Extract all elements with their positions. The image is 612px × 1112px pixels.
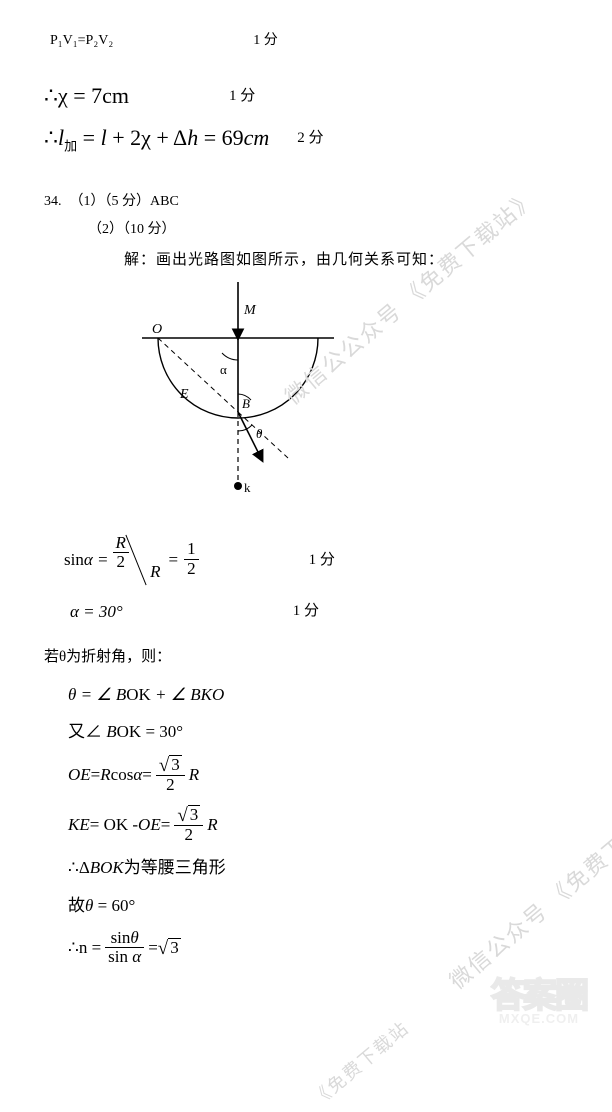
equation-pv-pts: 1 分 xyxy=(253,30,278,52)
condition-text: 若θ为折射角，则： xyxy=(44,645,568,669)
equation-sinalpha: sinα = R2 R = 12 1 分 xyxy=(64,532,568,588)
equation-chi-pts: 1 分 xyxy=(229,84,255,108)
label-B: B xyxy=(242,396,250,411)
q34-part1: （1）（5 分）ABC xyxy=(70,191,179,213)
eq-theta: θ = ∠ BOK + ∠ BKO xyxy=(68,681,568,708)
footer-logo: 答案圈 MXQE.COM xyxy=(484,979,594,1026)
equation-ljia: ∴l加 = l + 2χ + Δh = 69cm 2 分 xyxy=(44,120,568,157)
eq-ke: KE = OK - OE = √3 2 R xyxy=(68,805,568,845)
footer-logo-big: 答案圈 xyxy=(484,979,594,1013)
label-M: M xyxy=(243,303,257,318)
equation-pv: P₁V₁=P₂V₂ 1 分 xyxy=(44,30,568,52)
label-k: k xyxy=(244,480,251,495)
q34-part2-row: （2）（10 分） xyxy=(44,219,568,241)
alpha30-text: α = 30° xyxy=(70,598,123,625)
sin-pts: 1 分 xyxy=(309,548,335,572)
footer-logo-small: MXQE.COM xyxy=(484,1011,594,1026)
ljia-prefix: ∴ xyxy=(44,125,58,150)
equation-pv-text: P₁V₁=P₂V₂ xyxy=(44,30,113,52)
label-E: E xyxy=(179,387,189,402)
ljia-sub: 加 xyxy=(64,138,77,153)
q34-explain-row: 解：画出光路图如图所示，由几何关系可知： xyxy=(44,248,568,272)
equation-chi-text: ∴χ = 7cm xyxy=(44,78,129,113)
label-alpha: α xyxy=(220,362,227,377)
label-theta: θ xyxy=(256,426,263,441)
eq-oe: OE = R cos α = √3 2 R xyxy=(68,755,568,795)
label-O: O xyxy=(152,322,162,337)
equation-chi: ∴χ = 7cm 1 分 xyxy=(44,78,568,113)
sin-rhs-num: 1 xyxy=(184,540,199,560)
equation-alpha30: α = 30° 1 分 xyxy=(70,598,568,625)
eq-sotheta: 故θ = 60° xyxy=(68,892,568,919)
q34-label: 34. xyxy=(44,191,62,213)
sin-rhs-den: 2 xyxy=(184,560,199,579)
eq-iso: ∴ΔBOK为等腰三角形 xyxy=(68,854,568,881)
light-path-diagram: O M E B k α θ xyxy=(134,278,568,516)
eq-n: ∴n = sinθ sin α = √3 xyxy=(68,929,568,967)
equation-ljia-text: ∴l加 = l + 2χ + Δh = 69cm xyxy=(44,120,269,157)
slashed-fraction: R2 R xyxy=(109,532,163,588)
q34-part1-row: 34. （1）（5 分）ABC xyxy=(44,191,568,213)
q34-explain: 解：画出光路图如图所示，由几何关系可知： xyxy=(124,248,444,272)
sin-divisor: R xyxy=(150,558,160,585)
equation-ljia-pts: 2 分 xyxy=(297,126,323,150)
alpha30-pts: 1 分 xyxy=(293,599,319,623)
q34-part2: （2）（10 分） xyxy=(88,219,176,241)
eq-bok: 又∠ BOK = 30° xyxy=(68,718,568,745)
sin-top-den: 2 xyxy=(113,553,129,572)
watermark-3: 《免费下载站 xyxy=(306,1014,415,1111)
